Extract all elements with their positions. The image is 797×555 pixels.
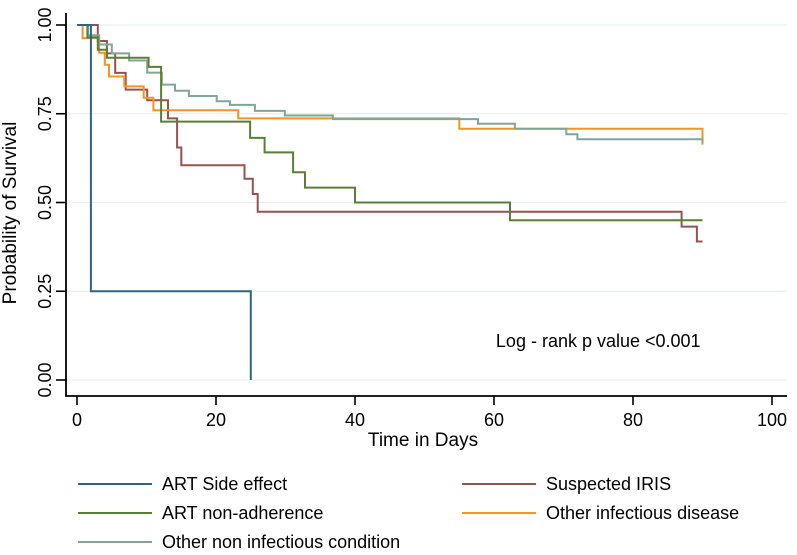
legend-line-swatch [462,512,536,514]
legend-item-other-non-infectious-condition: Other non infectious condition [78,531,462,553]
series-curve-suspected-iris [77,24,703,243]
series-curve-art-non-adherence [77,24,703,222]
survival-plot: 0.00 0.25 0.50 0.75 1.00 0 20 40 60 80 100 Probabil… [0,7,787,451]
y-tick-label: 0.50 [35,185,55,220]
legend-label: Other infectious disease [546,503,740,523]
legend-line-swatch [462,483,536,485]
legend-line-swatch [78,512,152,514]
y-tick-label: 0.00 [35,362,55,397]
x-axis-title: Time in Days [368,430,478,451]
series-curve-other-non-infectious-condition [77,24,704,143]
legend-item-art-side-effect: ART Side effect [78,473,462,495]
legend-item-suspected-iris: Suspected IRIS [462,473,739,495]
x-tick-label: 40 [345,410,365,430]
legend-label: ART Side effect [162,474,288,494]
legend-line-swatch [78,483,152,485]
x-tick-label: 60 [484,410,504,430]
legend-label: Suspected IRIS [546,474,672,494]
x-tick-label: 0 [72,410,82,430]
series-curve-art-side-effect [77,24,252,380]
y-tick-label: 1.00 [35,7,55,42]
x-tick-label: 100 [757,410,787,430]
legend-label: ART non-adherence [162,503,324,523]
x-tick-label: 20 [206,410,226,430]
y-tick-label: 0.25 [35,274,55,309]
legend-label: Other non infectious condition [162,532,401,552]
x-tick-label: 80 [623,410,643,430]
legend: ART Side effect Suspected IRIS ART non-a… [78,473,739,553]
legend-line-swatch [78,541,152,543]
y-axis-title: Probability of Survival [0,122,21,305]
legend-item-art-non-adherence: ART non-adherence [78,502,462,524]
p-value-annotation: Log - rank p value <0.001 [496,331,701,351]
y-tick-label: 0.75 [35,96,55,131]
legend-item-other-infectious-disease: Other infectious disease [462,502,739,524]
